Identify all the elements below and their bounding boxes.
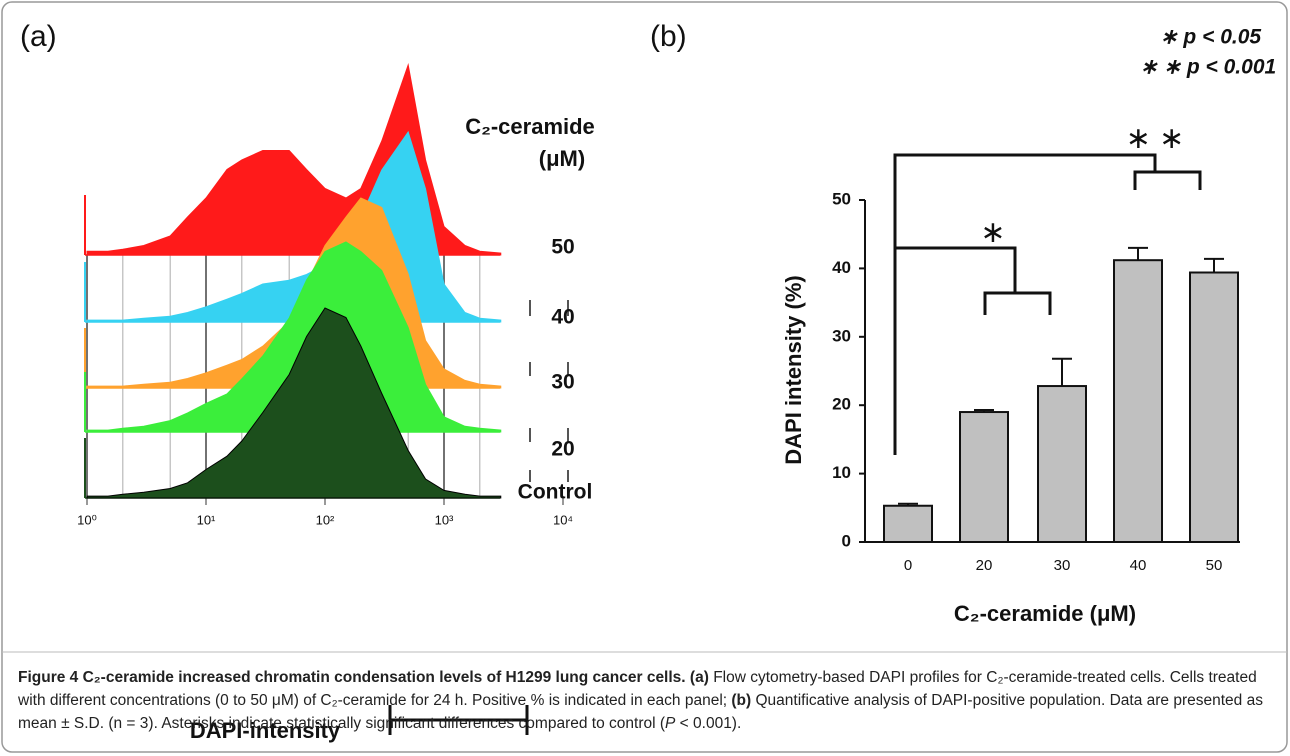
legend-entry: 30 [551, 371, 574, 394]
x-tick-label: 50 [1206, 557, 1223, 574]
y-tick-label: 20 [832, 395, 851, 414]
y-tick-label: 10 [832, 463, 851, 482]
caption-part: (b) [731, 692, 752, 709]
error-bar [1128, 246, 1148, 261]
x-tick-label: 10⁴ [553, 512, 573, 527]
annotation: ∗ [980, 216, 1005, 249]
x-tick-label: 10² [316, 512, 335, 527]
y-tick-label: 30 [832, 326, 851, 345]
y-tick-label: 50 [832, 189, 851, 208]
bar [1037, 385, 1087, 543]
panel-label: (a) [20, 20, 57, 53]
x-tick-label: 10¹ [197, 512, 216, 527]
error-bar [1052, 357, 1072, 387]
scale-bar [388, 705, 529, 735]
bar [959, 411, 1009, 544]
error-bar [1204, 257, 1224, 273]
separators [529, 300, 569, 482]
legend-unit: (μM) [539, 146, 585, 171]
x-tick-label: 10⁰ [77, 512, 97, 527]
caption-text: Quantificative analysis of DAPI-positive… [18, 692, 1263, 732]
x-tick-label: 40 [1130, 557, 1147, 574]
x-axis-label: C₂-ceramide (μM) [954, 601, 1136, 626]
legend-entry: 40 [551, 306, 574, 329]
caption: Figure 4 C₂-ceramide increased chromatin… [18, 666, 1276, 735]
caption-part: (a) [689, 669, 709, 686]
caption-text: < 0.001). [675, 715, 742, 732]
histogram-area [86, 63, 502, 256]
legend-entry: 50 [551, 236, 574, 259]
x-tick-label: 30 [1054, 557, 1071, 574]
significance-legend: ∗ ∗ p < 0.001 [1140, 56, 1276, 79]
annotation: ∗ ∗ [1126, 122, 1185, 155]
histogram-area [86, 307, 502, 499]
bar [1113, 259, 1163, 543]
y-tick-label: 40 [832, 258, 851, 277]
x-tick-label: 0 [904, 557, 912, 574]
legend-title: C₂-ceramide [465, 114, 595, 139]
x-tick-label: 10³ [435, 512, 454, 527]
y-tick-label: 0 [842, 531, 851, 550]
caption-text: Flow cytometry-based DAPI profiles for C… [18, 669, 1257, 709]
panel-label: (b) [650, 20, 687, 53]
legend-entry: 20 [551, 438, 574, 461]
x-tick-label: 20 [976, 557, 993, 574]
caption-title: Figure 4 C₂-ceramide increased chromatin… [18, 669, 686, 686]
caption-text: P [665, 715, 676, 732]
histogram-area [86, 241, 502, 433]
bar [1189, 271, 1239, 543]
bar [883, 504, 933, 543]
y-axis-label: DAPI intensity (%) [781, 275, 806, 464]
legend-entry: Control [518, 481, 593, 504]
significance-legend: ∗ p < 0.05 [1160, 26, 1261, 49]
significance-bracket [893, 246, 1052, 425]
x-axis-label: DAPI-intensity [190, 718, 341, 743]
